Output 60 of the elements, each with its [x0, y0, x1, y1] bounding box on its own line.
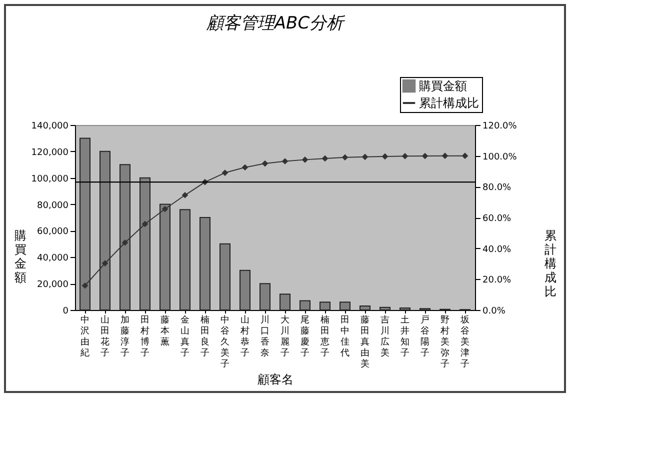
y-tick-label: 60,000: [37, 227, 69, 238]
x-tick-label: 山田花子: [100, 314, 110, 358]
x-tick-label: 戸谷陽子: [420, 316, 430, 358]
chart-title: 顧客管理ABC分析: [205, 14, 346, 34]
y-tick-label: 120,000: [31, 148, 69, 158]
x-axis-title: 顧客名: [258, 372, 294, 386]
point: [362, 154, 368, 160]
point: [282, 158, 288, 164]
y2-tick-label: 100.0%: [482, 152, 518, 162]
point: [142, 220, 148, 228]
y-tick-label: 40,000: [37, 254, 69, 264]
legend-label: 累計構成比: [419, 96, 479, 110]
x-tick-label: 藤田真由美: [360, 314, 370, 370]
point: [182, 192, 188, 198]
point: [422, 152, 428, 160]
y2-tick-label: 60.0%: [482, 214, 512, 224]
point: [82, 282, 88, 289]
y2-tick-label: 0.0%: [482, 306, 506, 316]
x-tick-label: 加藤淳子: [120, 314, 130, 358]
x-tick-label: 川口香奈: [260, 314, 270, 358]
y2-tick-label: 120.0%: [482, 122, 518, 132]
point: [262, 160, 268, 167]
x-tick-label: 金山真子: [180, 314, 190, 358]
x-tick-label: 田村博子: [140, 316, 150, 358]
y2-axis-title: 累計構成比: [544, 228, 556, 298]
y-tick-label: 140,000: [31, 122, 69, 132]
point: [102, 260, 108, 266]
point: [442, 152, 448, 159]
y-tick-label: 20,000: [37, 280, 69, 290]
x-tick-label: 吉川広美: [380, 314, 390, 358]
x-tick-label: 藤本薫: [160, 314, 170, 348]
point: [162, 206, 168, 212]
point: [402, 152, 408, 160]
point: [302, 156, 308, 163]
point: [382, 153, 388, 160]
x-tick-label: 楠田恵子: [320, 314, 330, 358]
y2-tick-label: 80.0%: [482, 183, 512, 194]
y2-tick-label: 20.0%: [482, 276, 512, 286]
point: [462, 152, 468, 159]
x-tick-label: 中沢由紀: [80, 314, 90, 358]
y2-tick-label: 40.0%: [482, 244, 512, 255]
x-tick-label: 尾藤慶子: [300, 314, 310, 358]
point: [342, 154, 348, 161]
x-tick-label: 土井知子: [400, 314, 410, 358]
x-tick-label: 田中佳代: [340, 316, 350, 358]
point: [222, 170, 228, 176]
x-tick-label: 大川麗子: [280, 314, 290, 358]
x-tick-label: 楠田良子: [200, 314, 210, 358]
y-tick-label: 0: [62, 306, 69, 316]
y-tick-label: 100,000: [31, 174, 69, 184]
point: [242, 164, 248, 171]
point: [122, 239, 128, 246]
y-axis-title: 購買金額: [14, 228, 26, 284]
x-tick-label: 山村恭子: [240, 314, 250, 358]
x-tick-label: 中谷久美子: [220, 314, 230, 370]
point: [322, 155, 328, 162]
legend-label: 購買金額: [419, 79, 467, 93]
y-tick-label: 80,000: [37, 200, 69, 211]
x-tick-label: 坂谷美津子: [460, 314, 470, 370]
x-tick-label: 野村美弥子: [440, 314, 450, 370]
